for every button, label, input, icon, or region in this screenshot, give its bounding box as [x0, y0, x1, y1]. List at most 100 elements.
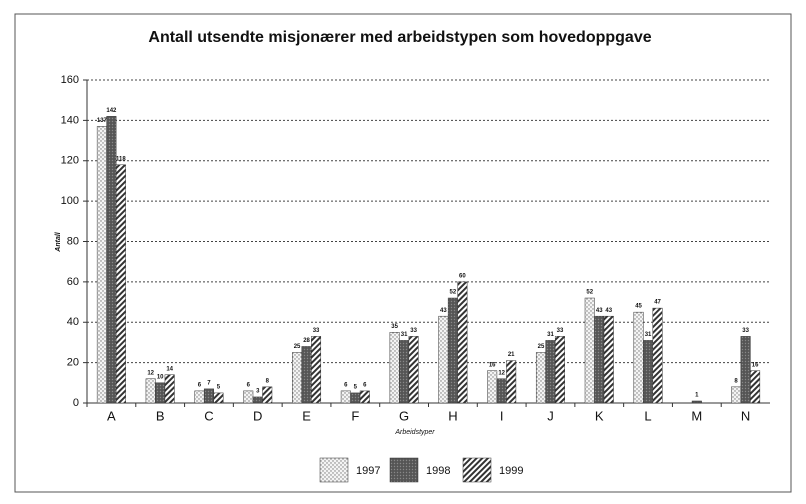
chart-title: Antall utsendte misjonærer med arbeidsty… [148, 29, 651, 46]
bar [643, 340, 654, 404]
y-tick-label: 40 [67, 316, 79, 328]
data-label: 10 [157, 374, 164, 380]
data-label: 31 [645, 332, 652, 338]
data-label: 43 [596, 308, 603, 314]
data-label: 14 [166, 366, 173, 372]
bar [262, 386, 273, 404]
bar [545, 340, 556, 404]
data-label: 35 [391, 324, 398, 330]
x-axis-label: Arbeidstyper [394, 429, 435, 436]
bar [457, 281, 468, 404]
bar [584, 297, 595, 404]
data-label: 12 [498, 370, 505, 376]
x-tick-label: J [547, 408, 554, 423]
bar [243, 390, 254, 404]
bar [691, 400, 702, 404]
data-label: 6 [247, 382, 251, 388]
legend-swatch [319, 457, 349, 483]
data-label: 43 [440, 308, 447, 314]
x-tick-label: H [448, 408, 457, 423]
data-label: 16 [489, 362, 496, 368]
y-tick-label: 0 [73, 397, 79, 409]
data-label: 25 [294, 344, 301, 350]
data-label: 60 [459, 273, 466, 279]
y-tick-label: 100 [61, 195, 79, 207]
data-label: 3 [256, 389, 260, 395]
data-label: 28 [303, 338, 310, 344]
bar [535, 352, 546, 404]
data-label: 33 [410, 328, 417, 334]
y-tick-label: 80 [67, 235, 79, 247]
bar [594, 315, 605, 404]
data-label: 52 [586, 290, 593, 296]
data-label: 118 [116, 156, 126, 162]
bar [554, 336, 565, 404]
x-tick-label: C [204, 408, 213, 423]
bar [399, 340, 410, 404]
data-label: 142 [106, 108, 117, 114]
data-label: 6 [363, 382, 367, 388]
bar [652, 307, 663, 404]
x-tick-label: I [500, 408, 504, 423]
data-label: 33 [313, 328, 320, 334]
bar [164, 374, 175, 404]
y-tick-label: 60 [67, 276, 79, 288]
data-label: 6 [344, 382, 348, 388]
data-label: 16 [752, 362, 759, 368]
x-tick-label: L [644, 408, 651, 423]
bar [603, 315, 614, 404]
bar [506, 360, 517, 404]
x-tick-label: N [741, 408, 750, 423]
legend-label: 1998 [426, 465, 450, 477]
bar [487, 370, 498, 404]
bar [301, 346, 312, 404]
bar [447, 297, 458, 404]
legend-label: 1999 [499, 465, 523, 477]
legend-label: 1997 [356, 465, 380, 477]
bar [408, 336, 419, 404]
data-label: 25 [538, 344, 545, 350]
legend-swatch [389, 457, 419, 483]
bar [740, 336, 751, 404]
y-tick-label: 120 [61, 155, 79, 167]
data-label: 43 [605, 308, 612, 314]
bar [340, 390, 351, 404]
data-label: 21 [508, 352, 515, 358]
x-tick-label: G [399, 408, 409, 423]
x-tick-label: K [595, 408, 604, 423]
bar [115, 164, 126, 404]
data-label: 31 [401, 332, 408, 338]
bar [359, 390, 370, 404]
bar [496, 378, 507, 404]
bar [292, 352, 303, 404]
data-label: 6 [198, 382, 202, 388]
data-label: 47 [654, 300, 661, 306]
bar [106, 116, 117, 404]
data-label: 137 [97, 118, 108, 124]
data-label: 31 [547, 332, 554, 338]
data-label: 45 [635, 304, 642, 310]
bar [145, 378, 156, 404]
bar [252, 396, 263, 404]
data-label: 5 [217, 384, 221, 390]
bar [96, 126, 107, 404]
y-tick-label: 20 [67, 357, 79, 369]
data-label: 7 [207, 380, 211, 386]
data-label: 52 [450, 290, 457, 296]
x-tick-label: F [351, 408, 359, 423]
x-tick-label: E [302, 408, 311, 423]
bar [311, 336, 322, 404]
data-label: 33 [557, 328, 564, 334]
frame [14, 13, 792, 493]
bar [633, 311, 644, 404]
x-tick-label: B [156, 408, 165, 423]
x-tick-label: A [107, 408, 116, 423]
x-tick-label: M [691, 408, 702, 423]
bar [194, 390, 205, 404]
bar [750, 370, 761, 404]
data-label: 12 [147, 370, 154, 376]
bar [438, 315, 449, 404]
bar [213, 392, 224, 404]
data-label: 1 [695, 393, 699, 399]
